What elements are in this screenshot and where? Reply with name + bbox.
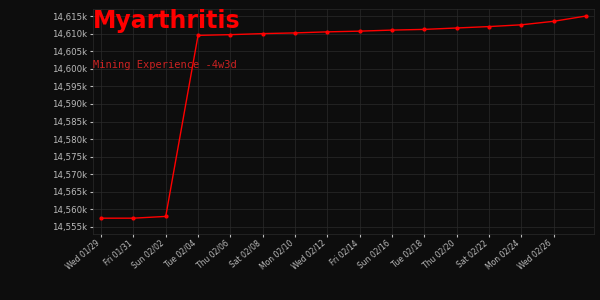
Text: Myarthritis: Myarthritis xyxy=(93,9,241,33)
Text: Mining Experience -4w3d: Mining Experience -4w3d xyxy=(93,60,237,70)
